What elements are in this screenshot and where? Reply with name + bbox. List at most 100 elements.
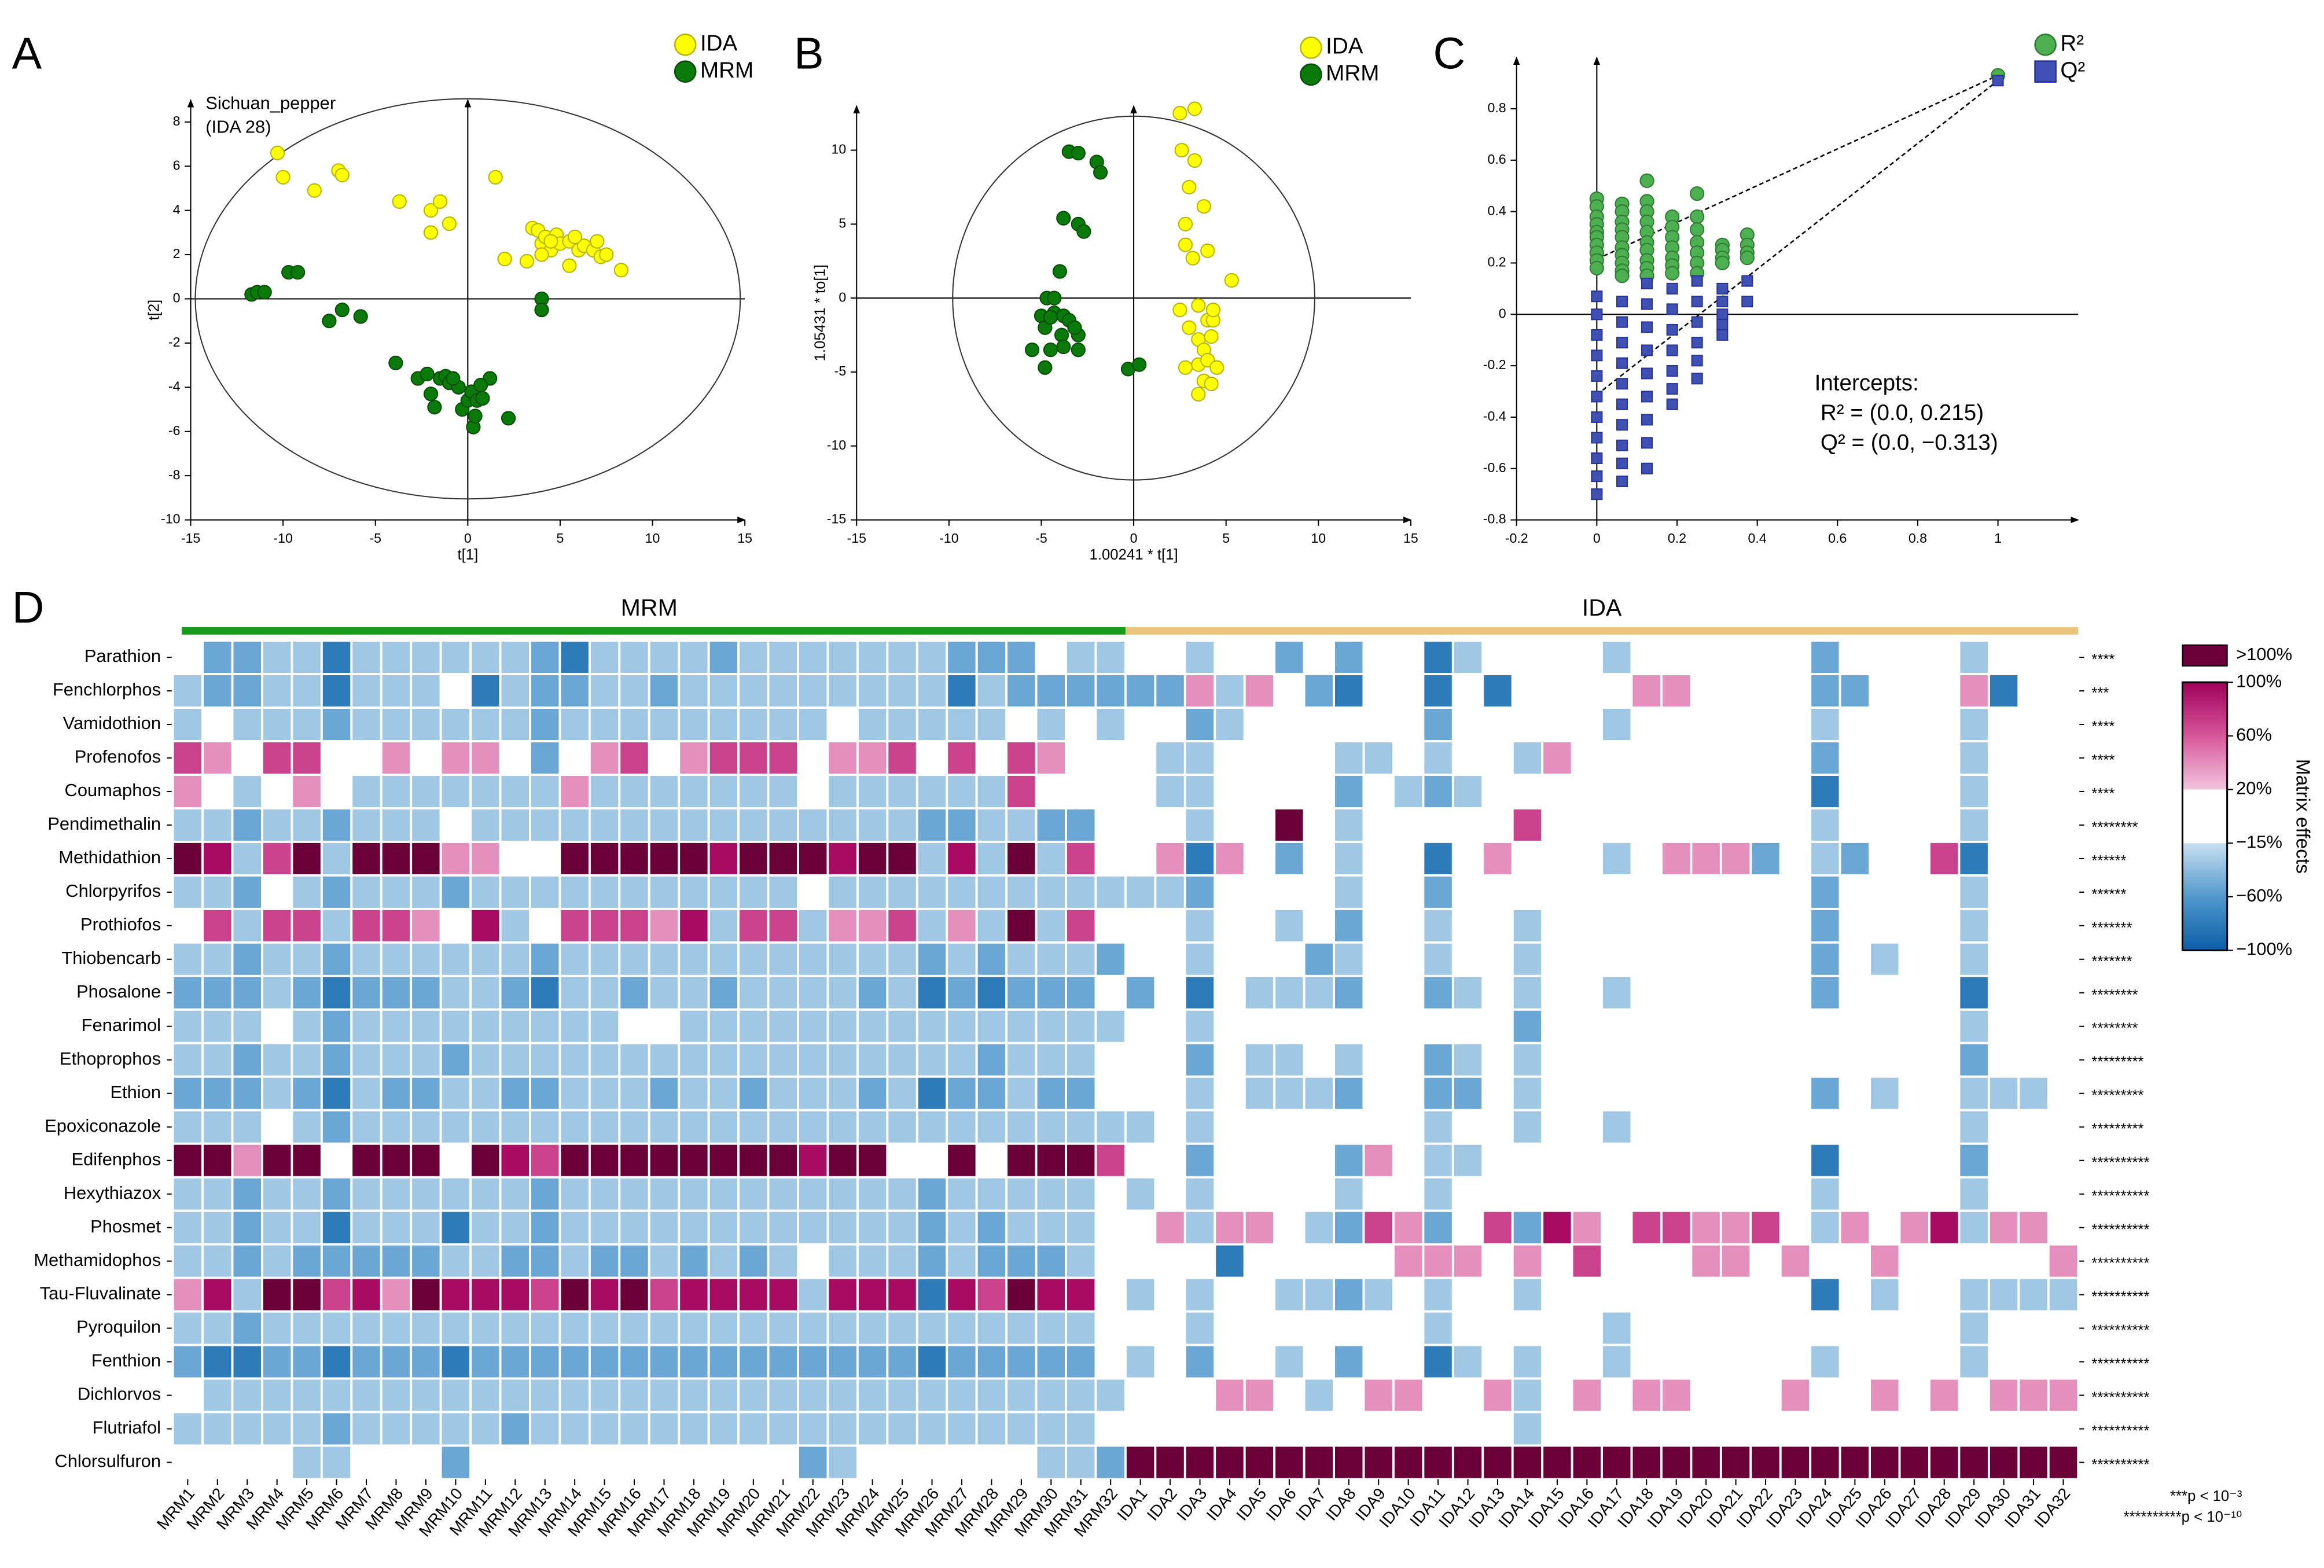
cell (886, 974, 918, 1011)
cell (1481, 1444, 1514, 1481)
cell (320, 1142, 353, 1179)
cell (1094, 740, 1127, 776)
cell (1690, 639, 1722, 675)
y-tick-label: 0 (1499, 305, 1506, 321)
cell (737, 1075, 770, 1111)
cell (1035, 807, 1067, 843)
cell (1838, 706, 1871, 742)
cell (1869, 639, 1901, 675)
cell (1869, 1377, 1901, 1414)
y-tick-label: -10 (827, 437, 846, 452)
x-tick-label: -5 (369, 531, 381, 546)
cell (618, 1310, 650, 1346)
cell (797, 1344, 829, 1380)
cell (826, 1041, 859, 1078)
cell (1273, 1176, 1306, 1212)
cell (1869, 706, 1901, 742)
cell (439, 740, 472, 776)
cell (1243, 673, 1276, 709)
cell (380, 1041, 413, 1078)
cell (1422, 907, 1454, 944)
cell (350, 1243, 383, 1279)
cell (1690, 1075, 1722, 1111)
cell (1928, 1377, 1961, 1414)
cell (1571, 841, 1604, 877)
cell (380, 1142, 413, 1179)
cell (2017, 639, 2050, 675)
cell (678, 774, 710, 809)
cell (797, 1109, 829, 1145)
cell (1362, 1041, 1395, 1078)
cell (1183, 874, 1216, 910)
cell (1183, 1344, 1216, 1380)
cell (1183, 1176, 1216, 1212)
point (1641, 391, 1653, 403)
cell (737, 1176, 770, 1212)
cell (1154, 1377, 1186, 1414)
cell (171, 1377, 204, 1414)
cell (1838, 1142, 1871, 1179)
cell (648, 740, 681, 776)
cell (1273, 1075, 1306, 1111)
cell (915, 807, 948, 843)
cell (380, 1075, 413, 1111)
cell (767, 774, 799, 809)
cell (290, 1209, 323, 1246)
cell (1392, 907, 1425, 944)
cell (797, 807, 829, 843)
point (1691, 316, 1703, 328)
cell (886, 807, 918, 843)
cell (1243, 941, 1276, 977)
group-label: IDA (1582, 594, 1622, 621)
cell (678, 974, 710, 1011)
cell (915, 1243, 948, 1279)
cell (1481, 673, 1514, 709)
cell (320, 639, 353, 675)
cell (1719, 941, 1752, 977)
cell (439, 1276, 472, 1313)
cell (380, 1109, 413, 1145)
cell (1005, 1243, 1038, 1279)
point (1716, 308, 1729, 321)
cell (1422, 1109, 1454, 1145)
cell (290, 907, 323, 944)
col-label: IDA2 (1143, 1484, 1181, 1524)
cell (1928, 1109, 1961, 1145)
cell (1094, 1444, 1127, 1481)
cell (1869, 1276, 1901, 1313)
cell (648, 1075, 681, 1111)
cell (1243, 807, 1276, 843)
point (427, 400, 442, 415)
cell (1273, 941, 1306, 977)
cell (767, 874, 799, 910)
cell (618, 1041, 650, 1078)
cell (1630, 673, 1663, 709)
cell (1690, 1176, 1722, 1212)
cell (1333, 874, 1365, 910)
cell (1481, 740, 1514, 776)
cell (410, 874, 442, 910)
cell (1928, 673, 1961, 709)
cell (856, 1444, 889, 1481)
cell (588, 1109, 621, 1145)
cell (915, 1377, 948, 1414)
cell (826, 706, 859, 742)
cell (1719, 841, 1752, 877)
cell (469, 1176, 502, 1212)
cell (1183, 639, 1216, 675)
point (1641, 321, 1653, 333)
cell (350, 1142, 383, 1179)
cell (1333, 639, 1365, 675)
cell (1422, 974, 1454, 1011)
cell (1005, 1310, 1038, 1346)
cell (1987, 907, 2020, 944)
row-label: Methidathion (58, 847, 161, 867)
cell (1422, 1411, 1454, 1447)
cell (1690, 1008, 1722, 1044)
cell (261, 1041, 293, 1078)
point (420, 366, 435, 382)
row-label: Tau-Fluvalinate (40, 1283, 161, 1304)
cell (707, 1377, 740, 1414)
cell (499, 1041, 531, 1078)
